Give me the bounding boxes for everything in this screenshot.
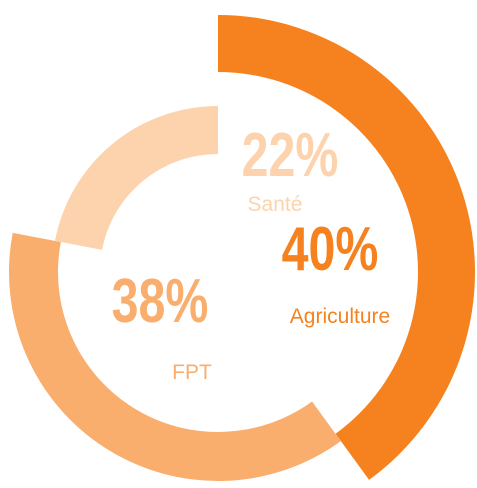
value-label: 22% [242,120,339,189]
arc-segment [218,15,476,480]
category-label: FPT [172,361,212,384]
value-label: 40% [282,214,379,283]
arc-segment [54,106,219,250]
arc-segment [8,232,341,481]
category-label: Agriculture [290,305,390,328]
category-label: Santé [248,193,303,216]
value-label: 38% [112,266,209,335]
